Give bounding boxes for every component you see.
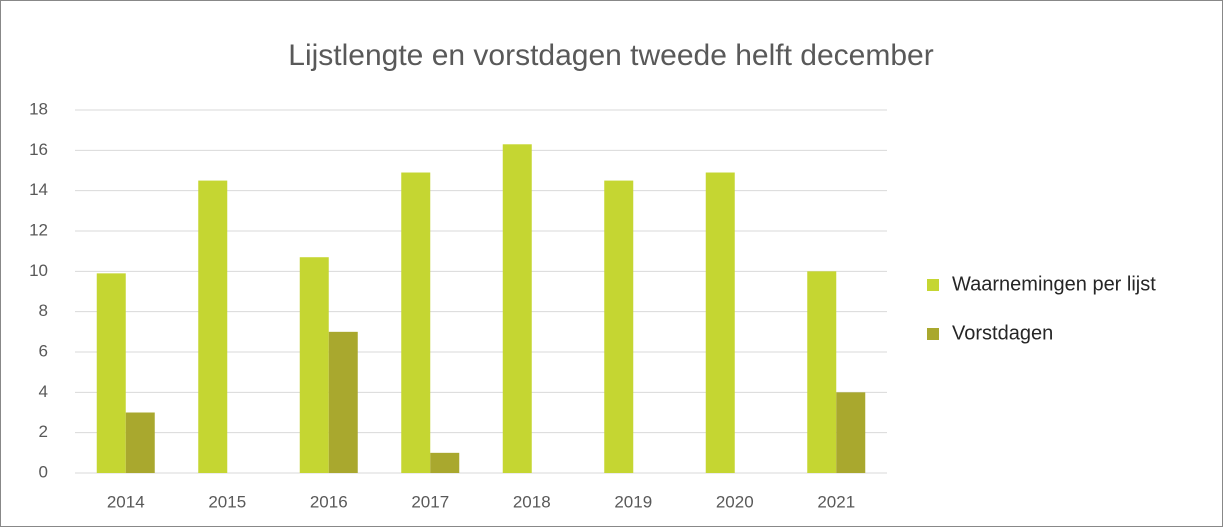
y-tick-label: 12 xyxy=(29,220,48,239)
y-tick-label: 18 xyxy=(29,99,48,118)
legend-swatch xyxy=(927,279,939,291)
y-tick-label: 14 xyxy=(29,180,48,199)
bar xyxy=(401,172,431,473)
y-tick-label: 10 xyxy=(29,261,48,280)
x-tick-label: 2020 xyxy=(716,492,754,511)
chart-title: Lijstlengte en vorstdagen tweede helft d… xyxy=(288,39,933,72)
x-tick-label: 2021 xyxy=(817,492,855,511)
x-tick-label: 2018 xyxy=(513,492,551,511)
legend-label: Waarnemingen per lijst xyxy=(952,273,1156,295)
y-tick-label: 16 xyxy=(29,140,48,159)
bar xyxy=(502,144,532,474)
x-tick-label: 2017 xyxy=(411,492,449,511)
x-tick-label: 2014 xyxy=(107,492,145,511)
y-tick-label: 4 xyxy=(39,382,48,401)
bar xyxy=(807,271,837,473)
y-tick-label: 6 xyxy=(39,341,48,360)
y-tick-label: 8 xyxy=(39,301,48,320)
x-tick-label: 2016 xyxy=(310,492,348,511)
bar xyxy=(96,273,126,473)
y-tick-label: 0 xyxy=(39,462,48,481)
legend-swatch xyxy=(927,328,939,340)
bar xyxy=(198,180,228,474)
bar xyxy=(125,412,155,473)
bar xyxy=(430,452,460,473)
x-tick-label: 2019 xyxy=(614,492,652,511)
y-tick-label: 2 xyxy=(39,422,48,441)
bar xyxy=(299,257,329,473)
bar xyxy=(604,180,634,474)
bar xyxy=(705,172,735,473)
x-tick-label: 2015 xyxy=(208,492,246,511)
bar xyxy=(328,331,358,473)
legend-label: Vorstdagen xyxy=(952,322,1053,344)
bar xyxy=(836,392,866,473)
